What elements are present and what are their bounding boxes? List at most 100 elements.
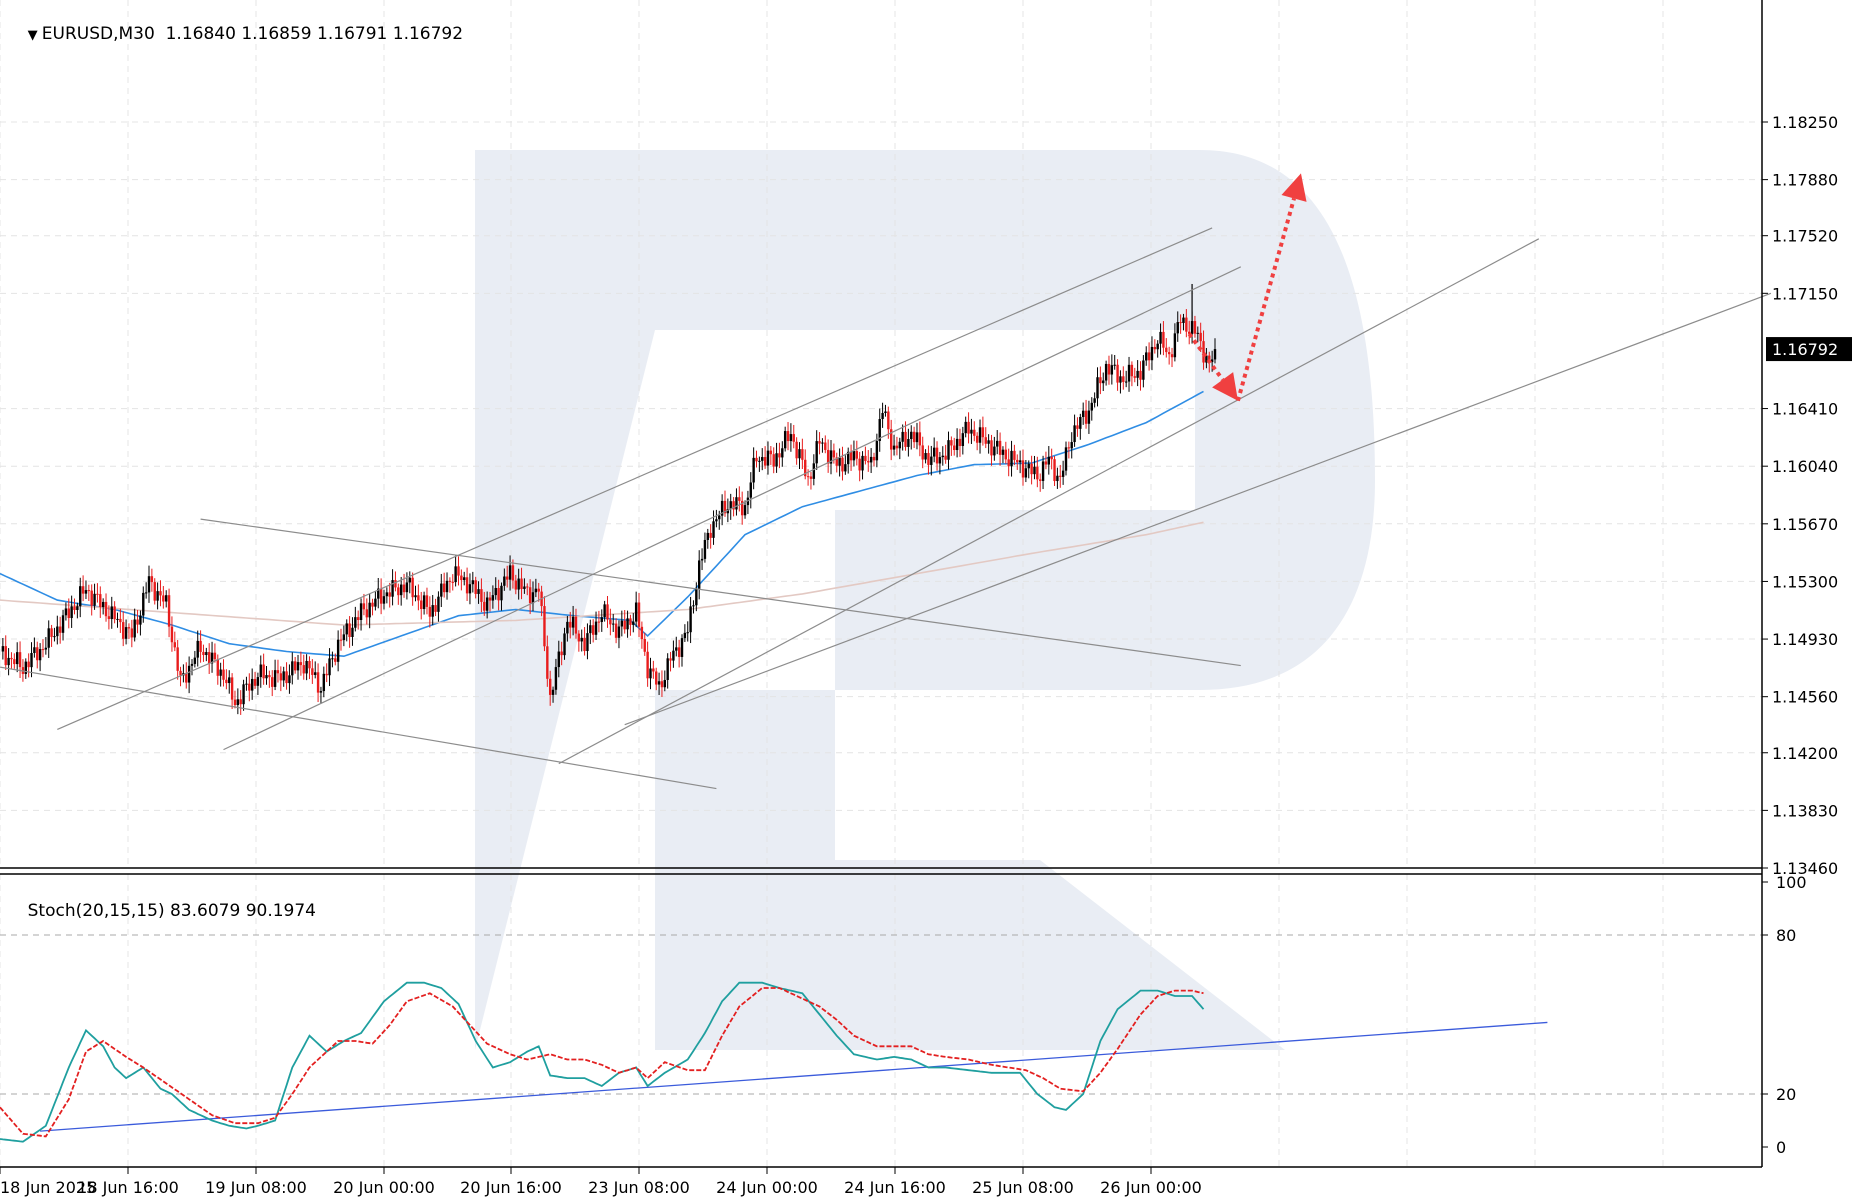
candle-body: [1119, 376, 1122, 383]
candle-body: [950, 440, 953, 446]
candle-body: [1104, 363, 1108, 381]
candle-body: [755, 457, 758, 462]
candle-body: [1167, 352, 1171, 355]
candle-body: [1193, 321, 1197, 334]
candle-body: [434, 605, 437, 612]
candle-body: [87, 590, 91, 592]
candle-body: [1033, 466, 1036, 475]
stoch-main-value: 83.6079: [169, 901, 241, 921]
candle-body: [314, 672, 317, 675]
time-tick-label: 18 Jun 2025: [0, 1178, 96, 1197]
candle-body: [205, 652, 208, 656]
candle-body: [632, 621, 635, 625]
price-tick-label: 1.13830: [1772, 801, 1838, 820]
candle-body: [319, 691, 323, 693]
candle-body: [675, 647, 678, 651]
candle-body: [1070, 442, 1073, 449]
stochastic-lines: [0, 981, 1548, 1143]
candle-body: [305, 660, 308, 674]
candle-body: [689, 606, 692, 633]
candle-body: [417, 595, 420, 601]
candle-body: [723, 500, 727, 514]
candle-body: [239, 699, 242, 705]
symbol-label[interactable]: EURUSD,M30: [41, 24, 155, 44]
candle-body: [591, 625, 595, 635]
candle-body: [574, 616, 578, 634]
candle-body: [543, 606, 546, 647]
candle-body: [761, 457, 764, 461]
candle-body: [84, 590, 88, 594]
candle-body: [571, 616, 575, 628]
candle-body: [325, 673, 328, 676]
price-tick-label: 1.15670: [1772, 515, 1838, 534]
stoch-signal-value: 90.1974: [245, 901, 317, 921]
candle-body: [176, 647, 179, 671]
price-tick-label: 1.16040: [1772, 457, 1838, 476]
candle-body: [718, 515, 721, 520]
candle-body: [213, 652, 217, 660]
candle-body: [61, 615, 65, 633]
stoch-line: [0, 987, 1204, 1138]
candle-body: [113, 606, 116, 620]
price-tick-label: 1.14200: [1772, 744, 1838, 763]
candle-body: [460, 575, 463, 581]
candle-body: [614, 623, 618, 638]
candle-body: [597, 621, 601, 623]
candle-body: [38, 649, 42, 661]
candle-body: [511, 565, 515, 581]
candle-body: [500, 585, 503, 601]
candle-body: [758, 460, 761, 462]
candle-body: [58, 626, 62, 633]
candle-body: [127, 627, 131, 629]
candle-body: [202, 651, 205, 656]
candle-body: [411, 577, 414, 598]
candle-body: [932, 447, 936, 457]
candle-body: [849, 451, 853, 461]
candle-body: [1047, 456, 1050, 465]
candle-body: [47, 628, 50, 648]
candle-body: [67, 608, 70, 619]
time-tick-label: 23 Jun 08:00: [588, 1178, 690, 1197]
candle-body: [1145, 352, 1148, 361]
candle-body: [1007, 459, 1010, 467]
main-grid: [0, 0, 1762, 1167]
candle-body: [680, 638, 684, 657]
high-value: 1.16859: [241, 24, 312, 44]
candle-body: [474, 580, 477, 594]
candle-body: [1050, 456, 1053, 460]
candle-body: [835, 457, 838, 466]
candle-body: [981, 427, 985, 438]
candle-body: [216, 659, 219, 676]
candle-body: [1122, 376, 1125, 382]
watermark-tail: [835, 860, 1285, 1050]
candle-body: [15, 652, 19, 665]
candle-body: [809, 476, 813, 479]
stoch-trend-line: [40, 1021, 1548, 1132]
candle-body: [801, 449, 804, 460]
forecast-arrow-head: [1212, 372, 1238, 401]
candle-body: [414, 595, 417, 598]
candle-body: [867, 460, 870, 463]
candle-body: [792, 434, 795, 442]
candle-body: [612, 623, 615, 625]
candle-body: [463, 577, 466, 581]
candle-body: [600, 617, 603, 622]
candle-body: [119, 618, 122, 623]
candle-body: [1039, 479, 1042, 481]
candle-body: [477, 589, 480, 594]
candle-body: [829, 450, 833, 464]
candle-body: [646, 651, 649, 679]
symbol-dropdown-icon[interactable]: ▼: [27, 28, 42, 43]
candle-body: [250, 678, 254, 691]
price-axis: 1.18250 1.17880 1.17520 1.17150 1.16410 1.160…: [1762, 113, 1852, 878]
candle-body: [852, 451, 856, 461]
candle-body: [1188, 331, 1191, 334]
candle-body: [566, 621, 569, 634]
candle-body: [892, 445, 896, 450]
chart-frame: [0, 0, 1763, 1168]
candle-body: [440, 583, 443, 597]
candle-body: [861, 455, 864, 471]
candle-body: [528, 587, 532, 604]
candle-body: [720, 500, 724, 516]
candle-body: [348, 623, 351, 637]
